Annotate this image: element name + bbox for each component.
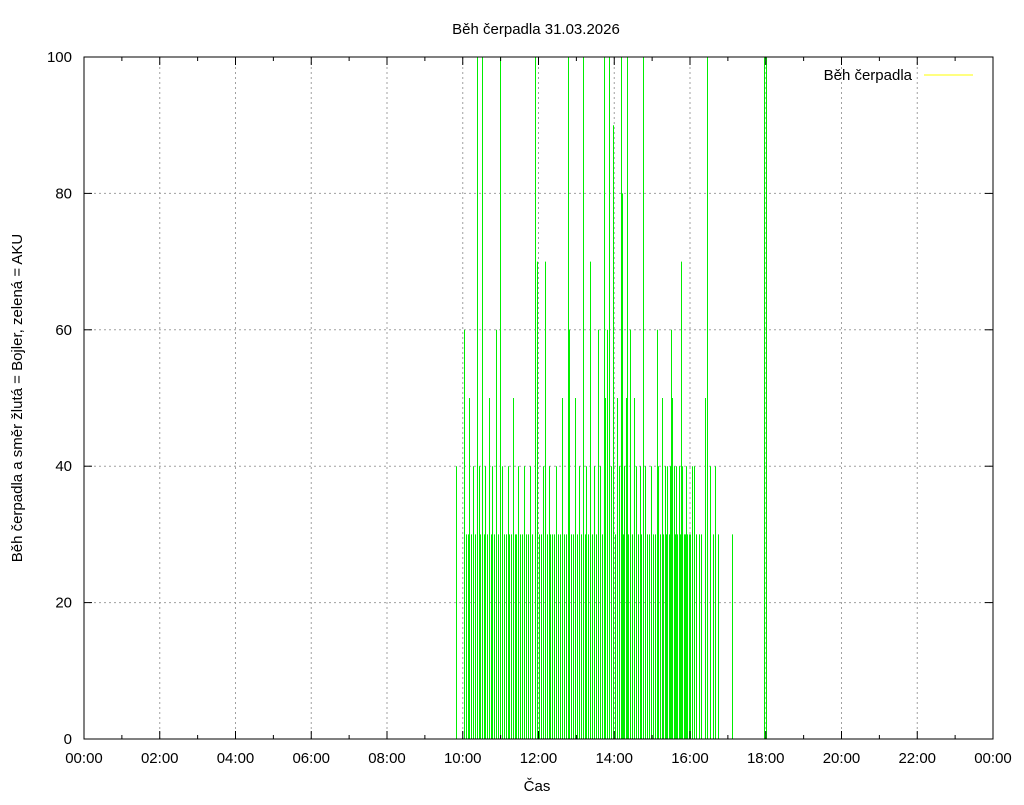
x-tick-label: 02:00: [141, 750, 179, 767]
x-tick-label: 10:00: [444, 750, 482, 767]
ticks-layer: 00:00 02:00 04:00 06:00 08:00 10:00 12:00 14:00…: [47, 49, 1012, 767]
y-tick-label: 20: [55, 595, 72, 612]
x-tick-label: 18:00: [747, 750, 785, 767]
x-tick-label: 22:00: [898, 750, 936, 767]
x-tick-label: 08:00: [368, 750, 406, 767]
y-tick-label: 40: [55, 458, 72, 475]
y-tick-label: 0: [64, 731, 72, 748]
y-axis-label: Běh čerpadla a směr žlutá = Bojler, zele…: [9, 234, 26, 563]
x-tick-label: 14:00: [595, 750, 633, 767]
x-tick-label: 04:00: [217, 750, 255, 767]
x-tick-label: 12:00: [520, 750, 558, 767]
legend: Běh čerpadla: [824, 67, 973, 84]
bars-layer: [456, 57, 767, 739]
y-tick-label: 60: [55, 322, 72, 339]
y-tick-label: 80: [55, 185, 72, 202]
x-tick-label: 06:00: [292, 750, 330, 767]
x-tick-label: 00:00: [65, 750, 103, 767]
x-axis-label: Čas: [524, 778, 551, 795]
grid-layer: [84, 57, 993, 739]
x-tick-label: 20:00: [823, 750, 861, 767]
chart-title: Běh čerpadla 31.03.2026: [452, 21, 620, 38]
x-tick-label: 00:00: [974, 750, 1012, 767]
x-tick-label: 16:00: [671, 750, 709, 767]
legend-label: Běh čerpadla: [824, 67, 913, 84]
y-tick-label: 100: [47, 49, 72, 66]
